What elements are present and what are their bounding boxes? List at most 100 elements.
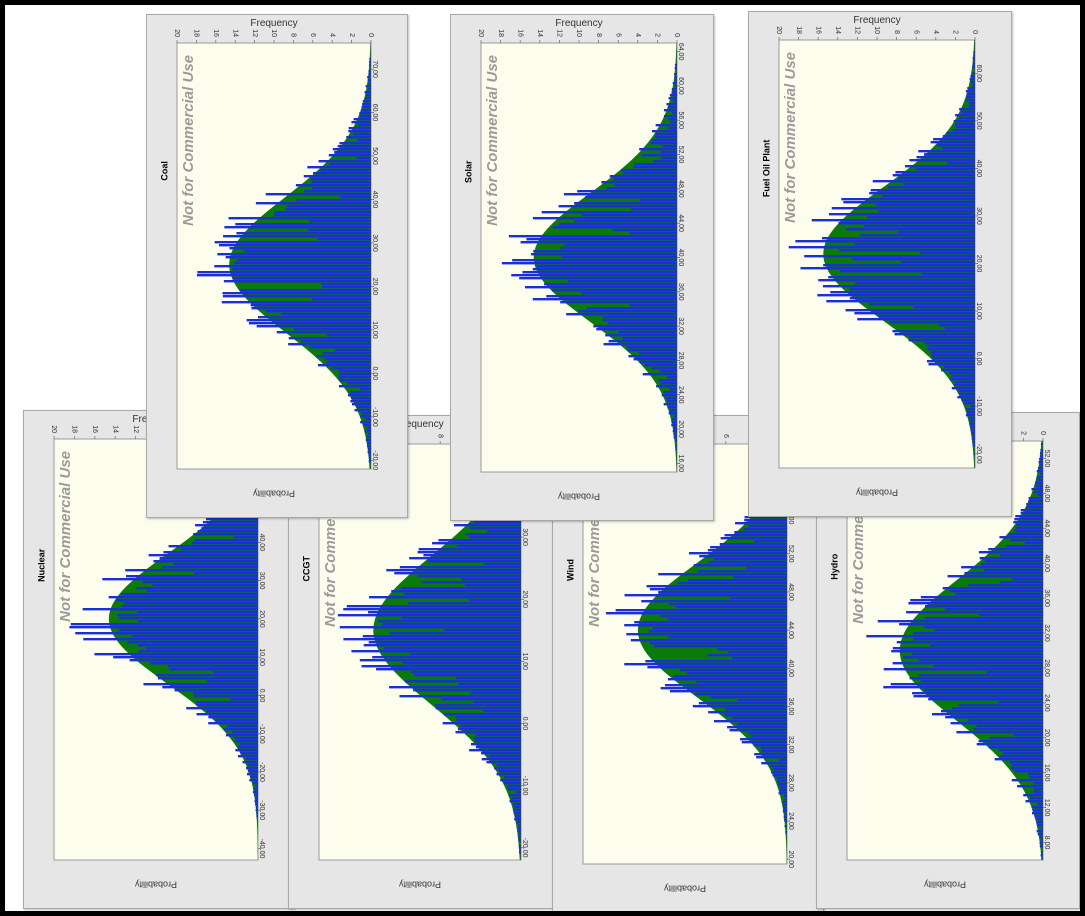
frequency-bar bbox=[536, 265, 677, 268]
frequency-bar bbox=[82, 608, 258, 611]
frequency-bar bbox=[150, 662, 258, 665]
frequency-bar bbox=[909, 159, 975, 162]
frequency-bar bbox=[561, 256, 677, 259]
frequency-bar bbox=[971, 438, 975, 441]
frequency-bar bbox=[673, 433, 677, 436]
frequency-bar bbox=[899, 623, 1043, 626]
frequency-bar bbox=[639, 361, 677, 364]
panel-title: CCGT bbox=[301, 556, 311, 582]
value-tick-label: 40.00 bbox=[371, 191, 378, 209]
value-tick-label: 50.00 bbox=[975, 112, 982, 130]
frequency-bar bbox=[186, 707, 258, 710]
frequency-bar bbox=[339, 626, 521, 629]
frequency-bar bbox=[645, 660, 787, 663]
frequency-bar bbox=[247, 773, 258, 776]
frequency-bar bbox=[783, 816, 787, 819]
value-tick-label: 10.00 bbox=[258, 648, 265, 666]
frequency-bar bbox=[707, 549, 787, 552]
frequency-bar bbox=[142, 581, 258, 584]
value-tick-label: 20.00 bbox=[521, 590, 528, 608]
frequency-bar bbox=[924, 617, 1043, 620]
value-tick-label: -20.00 bbox=[371, 450, 378, 470]
value-tick-label: 30.00 bbox=[521, 528, 528, 546]
frequency-tick-label: 18 bbox=[497, 29, 504, 37]
frequency-bar bbox=[660, 157, 677, 160]
frequency-bar bbox=[875, 204, 975, 207]
frequency-bar bbox=[670, 409, 677, 412]
frequency-bar bbox=[710, 546, 787, 549]
frequency-bar bbox=[224, 226, 371, 229]
frequency-tick-label: 0 bbox=[971, 30, 978, 34]
frequency-bar bbox=[533, 250, 677, 253]
frequency-bar bbox=[113, 656, 259, 659]
frequency-bar bbox=[225, 256, 371, 259]
frequency-bar bbox=[456, 545, 521, 548]
frequency-bar bbox=[1013, 521, 1043, 524]
frequency-bar bbox=[669, 690, 787, 693]
frequency-bar bbox=[679, 669, 787, 672]
frequency-bar bbox=[174, 689, 258, 692]
frequency-bar bbox=[988, 746, 1043, 749]
frequency-bar bbox=[811, 219, 975, 222]
frequency-bar bbox=[326, 334, 371, 337]
frequency-bar bbox=[365, 85, 371, 88]
frequency-bar bbox=[1017, 785, 1043, 788]
frequency-bar bbox=[508, 235, 677, 238]
frequency-bar bbox=[800, 267, 975, 270]
frequency-bar bbox=[546, 295, 677, 298]
frequency-bar bbox=[222, 295, 371, 298]
value-tick-label: 16.00 bbox=[677, 455, 684, 473]
frequency-bar bbox=[973, 51, 975, 54]
frequency-bar bbox=[1041, 839, 1043, 842]
frequency-bar bbox=[777, 783, 787, 786]
frequency-bar bbox=[955, 593, 1043, 596]
frequency-bar bbox=[864, 225, 975, 228]
frequency-bar bbox=[843, 201, 975, 204]
frequency-axis-label: Frequency bbox=[250, 18, 297, 29]
frequency-bar bbox=[951, 375, 975, 378]
frequency-bar bbox=[427, 560, 521, 563]
frequency-bar bbox=[470, 527, 521, 530]
frequency-bar bbox=[364, 430, 371, 433]
probability-axis-label: Probability bbox=[557, 492, 600, 502]
frequency-bar bbox=[953, 120, 975, 123]
frequency-bar bbox=[334, 349, 371, 352]
frequency-bar bbox=[168, 545, 258, 548]
frequency-bar bbox=[310, 346, 371, 349]
frequency-tick-label: 10 bbox=[270, 29, 277, 37]
frequency-bar bbox=[511, 274, 677, 277]
frequency-bar bbox=[196, 704, 258, 707]
frequency-bar bbox=[903, 656, 1043, 659]
frequency-tick-label: 14 bbox=[111, 425, 118, 433]
frequency-bar bbox=[641, 600, 787, 603]
histogram-svg: 20 18 16 14 12 10 8 6 4 2 0Frequency-20.00-10.000.… bbox=[159, 18, 378, 499]
value-tick-label: 52.00 bbox=[1043, 450, 1050, 468]
frequency-bar bbox=[671, 424, 677, 427]
frequency-tick-label: 18 bbox=[795, 26, 802, 34]
frequency-bar bbox=[957, 396, 975, 399]
frequency-bar bbox=[359, 112, 371, 115]
frequency-bar bbox=[475, 740, 521, 743]
frequency-tick-label: 2 bbox=[654, 33, 661, 37]
frequency-bar bbox=[225, 734, 258, 737]
frequency-bar bbox=[898, 177, 975, 180]
frequency-bar bbox=[828, 276, 975, 279]
frequency-bar bbox=[633, 166, 677, 169]
frequency-bar bbox=[1034, 815, 1043, 818]
value-tick-label: 30.00 bbox=[258, 572, 265, 590]
frequency-bar bbox=[672, 100, 677, 103]
frequency-bar bbox=[956, 731, 1043, 734]
frequency-bar bbox=[498, 770, 521, 773]
frequency-bar bbox=[465, 533, 521, 536]
frequency-bar bbox=[628, 232, 677, 235]
frequency-bar bbox=[359, 388, 371, 391]
frequency-bar bbox=[668, 127, 677, 130]
frequency-bar bbox=[566, 313, 677, 316]
frequency-bar bbox=[961, 399, 975, 402]
frequency-bar bbox=[983, 569, 1043, 572]
frequency-bar bbox=[1032, 812, 1043, 815]
frequency-bar bbox=[973, 728, 1043, 731]
frequency-bar bbox=[945, 716, 1043, 719]
frequency-bar bbox=[417, 575, 521, 578]
frequency-bar bbox=[942, 587, 1043, 590]
